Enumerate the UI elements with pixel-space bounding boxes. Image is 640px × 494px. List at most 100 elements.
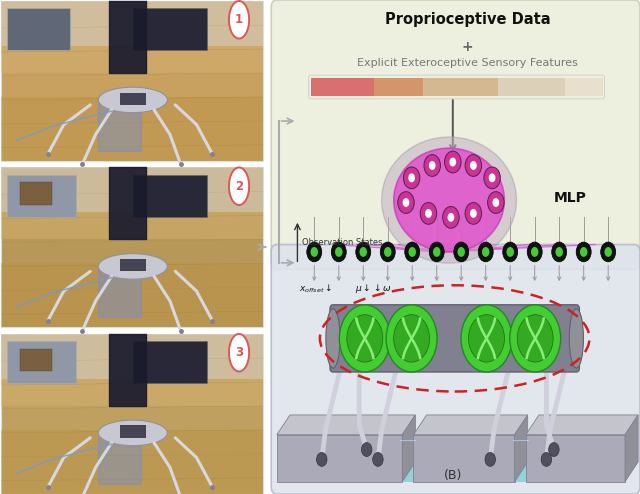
Circle shape [461,305,512,372]
Bar [423,78,498,96]
Circle shape [454,242,468,262]
Circle shape [384,247,392,257]
Polygon shape [413,415,528,435]
Bar [1,334,263,378]
Bar [1,334,263,494]
Text: $\mu\downarrow\downarrow\omega$: $\mu\downarrow\downarrow\omega$ [355,283,392,295]
Ellipse shape [99,420,167,446]
Circle shape [317,453,327,466]
Bar [133,341,207,383]
Circle shape [347,315,383,362]
Circle shape [386,305,437,372]
Circle shape [503,242,518,262]
Bar [133,175,207,217]
Circle shape [335,247,342,257]
Circle shape [403,198,410,207]
Circle shape [484,167,500,189]
Polygon shape [378,245,498,252]
Text: +: + [462,40,474,53]
Circle shape [372,453,383,466]
Bar [1,430,263,494]
Circle shape [380,242,396,262]
Circle shape [447,213,454,222]
Ellipse shape [394,148,504,252]
Text: Observation States: Observation States [301,238,382,247]
Text: Explicit Exteroceptive Sensory Features: Explicit Exteroceptive Sensory Features [357,58,578,68]
Bar [513,435,528,482]
Circle shape [408,247,416,257]
Circle shape [458,247,465,257]
Bar [310,78,374,96]
Circle shape [506,247,514,257]
Circle shape [468,315,504,362]
Circle shape [332,242,346,262]
Circle shape [470,209,477,218]
Circle shape [394,315,429,362]
FancyBboxPatch shape [271,245,640,494]
Circle shape [403,167,420,189]
Bar [1,167,263,239]
Circle shape [443,206,459,228]
Circle shape [404,242,420,262]
Circle shape [489,173,495,182]
Circle shape [449,158,456,166]
Circle shape [465,155,482,176]
Circle shape [527,242,542,262]
Bar [565,78,603,96]
Bar [1,167,263,327]
Circle shape [424,155,440,176]
Circle shape [541,453,552,466]
Text: 2: 2 [235,180,243,193]
Circle shape [445,151,461,173]
Bar [401,435,415,482]
Ellipse shape [99,87,167,113]
Circle shape [360,247,367,257]
Circle shape [488,192,504,213]
Circle shape [478,242,493,262]
Circle shape [362,443,372,456]
Circle shape [576,242,591,262]
Bar [6,8,70,50]
Circle shape [604,247,612,257]
Circle shape [517,315,553,362]
Circle shape [531,247,538,257]
Circle shape [482,247,490,257]
Circle shape [601,242,616,262]
Bar [1,1,263,45]
Circle shape [552,242,566,262]
Circle shape [580,247,588,257]
Bar [277,435,403,482]
Bar [120,259,146,271]
Bar [1,263,263,327]
Circle shape [229,1,249,39]
Circle shape [556,247,563,257]
Text: (B): (B) [444,469,462,482]
Ellipse shape [381,137,516,263]
Bar [6,341,76,383]
FancyBboxPatch shape [271,0,640,269]
Ellipse shape [99,253,167,279]
Circle shape [356,242,371,262]
Text: $x_{offset}$$\downarrow$: $x_{offset}$$\downarrow$ [300,283,332,295]
Bar [1,97,263,161]
Bar [1,1,263,73]
Bar [6,175,76,217]
Circle shape [429,161,436,170]
Bar [413,435,515,482]
Polygon shape [515,415,528,482]
FancyBboxPatch shape [330,305,579,372]
Bar [120,92,146,105]
Circle shape [229,167,249,205]
Circle shape [433,247,440,257]
Text: MLP: MLP [554,191,587,205]
Circle shape [339,305,390,372]
Circle shape [485,453,495,466]
Circle shape [470,161,477,170]
Bar [133,8,207,50]
Circle shape [493,198,499,207]
Text: 1: 1 [235,13,243,26]
Ellipse shape [569,309,584,368]
Circle shape [465,203,482,224]
Text: 3: 3 [235,346,243,359]
Text: Proprioceptive Data: Proprioceptive Data [385,12,550,27]
